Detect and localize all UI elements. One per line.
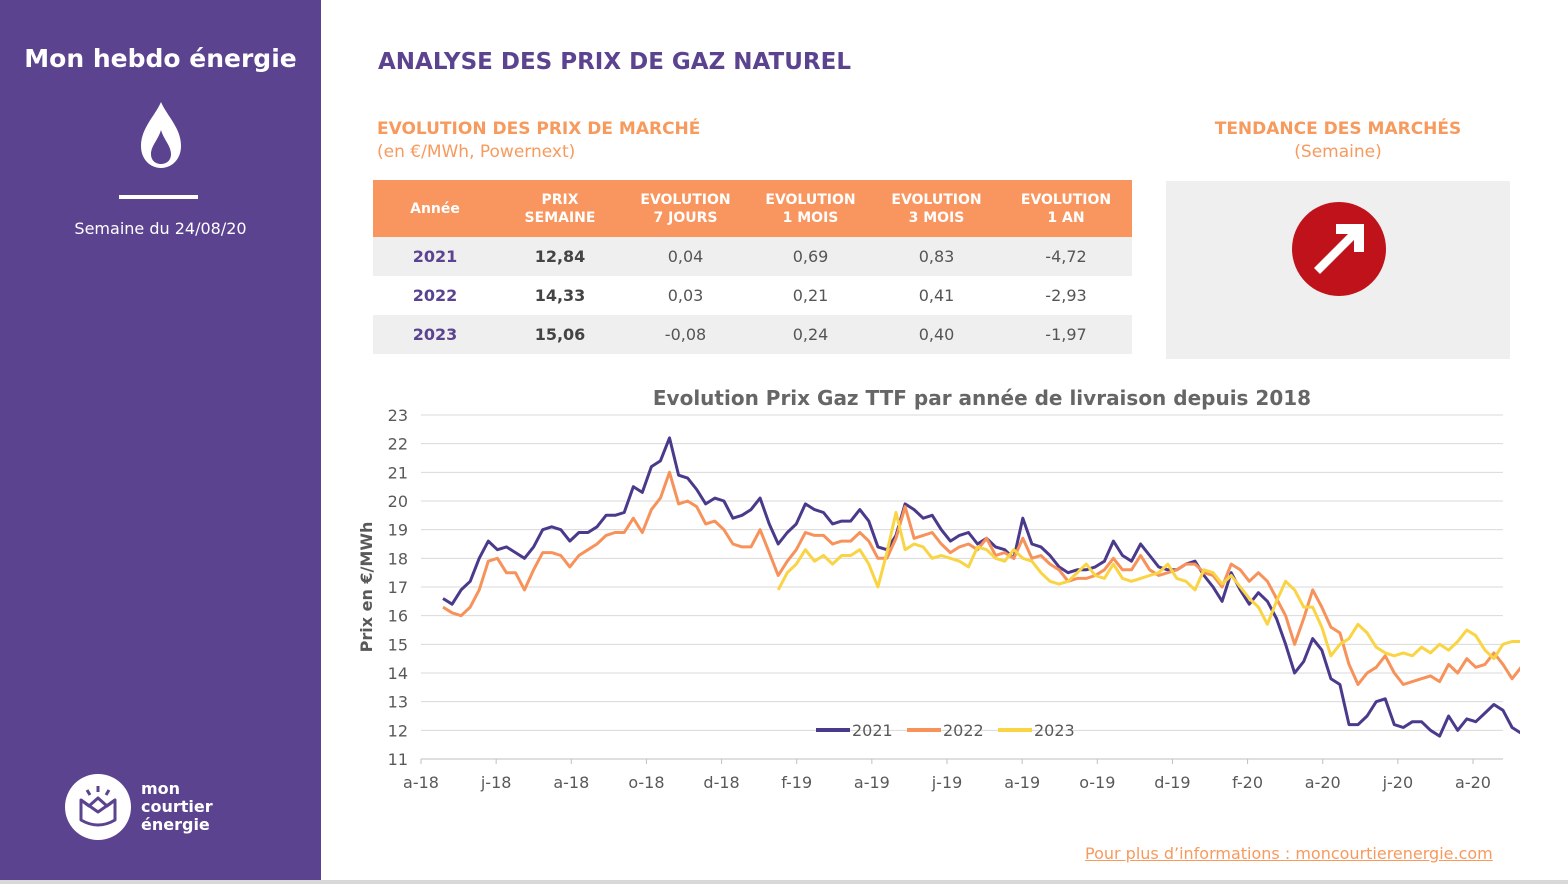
header-3months: EVOLUTION 3 MOIS: [873, 180, 1000, 237]
trend-box: [1166, 181, 1510, 359]
logo-line: énergie: [141, 815, 210, 834]
series-line-2023: [776, 511, 1520, 661]
x-tick-label: d-18: [703, 773, 739, 792]
header-label: SEMAINE: [524, 209, 596, 226]
x-tick-label: f-20: [1232, 773, 1263, 792]
header-label: EVOLUTION: [765, 191, 856, 208]
series-line-2022: [442, 470, 1520, 686]
header-price: PRIX SEMAINE: [497, 180, 623, 237]
header-7days: EVOLUTION 7 JOURS: [623, 180, 748, 237]
week-label: Semaine du 24/08/20: [74, 219, 247, 238]
x-tick-label: a-19: [1004, 773, 1040, 792]
header-label: EVOLUTION: [891, 191, 982, 208]
logo-line: mon: [141, 779, 181, 798]
price-cell: 14,33: [497, 276, 623, 315]
evolution-cell: 0,04: [623, 237, 748, 276]
market-section-title: EVOLUTION DES PRIX DE MARCHÉ: [377, 119, 701, 139]
legend-label: 2021: [852, 721, 893, 740]
flame-icon: [141, 102, 181, 168]
header-label: EVOLUTION: [1020, 191, 1112, 208]
x-tick-label: a-18: [553, 773, 589, 792]
x-tick-label: o-19: [1079, 773, 1115, 792]
table-row: 2022 14,33 0,03 0,21 0,41 -2,93: [373, 276, 1132, 315]
y-tick-label: 13: [388, 693, 408, 712]
y-tick-label: 15: [388, 635, 408, 654]
y-tick-label: 11: [388, 750, 408, 769]
logo-text: mon courtier énergie: [141, 780, 213, 834]
evolution-cell: 0,03: [623, 276, 748, 315]
trend-section-subtitle: (Semaine): [1294, 142, 1382, 162]
evolution-cell: 0,83: [873, 237, 1000, 276]
logo-line: courtier: [141, 797, 213, 816]
y-tick-label: 14: [388, 664, 408, 683]
y-tick-label: 20: [388, 492, 408, 511]
y-tick-label: 17: [388, 578, 408, 597]
legend-label: 2023: [1034, 721, 1075, 740]
header-1year: EVOLUTION 1 AN: [1000, 180, 1132, 237]
y-tick-label: 18: [388, 549, 408, 568]
x-tick-label: a-19: [854, 773, 890, 792]
header-label: 1 MOIS: [782, 209, 839, 226]
x-tick-label: j-19: [931, 773, 963, 792]
price-cell: 15,06: [497, 315, 623, 354]
x-tick-label: d-19: [1154, 773, 1190, 792]
footer-link[interactable]: Pour plus d’informations : moncourtieren…: [1085, 844, 1493, 863]
header-year: Année: [373, 180, 497, 237]
price-chart: Evolution Prix Gaz TTF par année de livr…: [357, 386, 1520, 792]
y-tick-label: 12: [388, 721, 408, 740]
evolution-cell: 0,41: [873, 276, 1000, 315]
x-tick-label: a-20: [1455, 773, 1491, 792]
table-header-row: Année PRIX SEMAINE EVOLUTION 7 JOURS EVOLU…: [373, 180, 1132, 237]
evolution-cell: -1,97: [1000, 315, 1132, 354]
header-label: PRIX: [541, 191, 579, 208]
header-label: Année: [410, 200, 460, 217]
y-tick-label: 22: [388, 435, 408, 454]
table-row: 2023 15,06 -0,08 0,24 0,40 -1,97: [373, 315, 1132, 354]
brand-title: Mon hebdo énergie: [24, 44, 297, 73]
page-title: ANALYSE DES PRIX DE GAZ NATUREL: [378, 49, 851, 75]
market-section-subtitle: (en €/MWh, Powernext): [377, 142, 576, 162]
x-tick-label: a-20: [1305, 773, 1341, 792]
sidebar-divider: [119, 195, 198, 199]
header-label: 1 AN: [1047, 209, 1085, 226]
evolution-cell: 0,69: [748, 237, 873, 276]
evolution-cell: -2,93: [1000, 276, 1132, 315]
x-tick-label: f-19: [781, 773, 812, 792]
evolution-cell: 0,21: [748, 276, 873, 315]
y-tick-label: 23: [388, 406, 408, 425]
y-tick-label: 19: [388, 521, 408, 540]
year-cell: 2022: [373, 276, 497, 315]
evolution-cell: -0,08: [623, 315, 748, 354]
evolution-cell: -4,72: [1000, 237, 1132, 276]
table-row: 2021 12,84 0,04 0,69 0,83 -4,72: [373, 237, 1132, 276]
y-axis-label: Prix en €/MWh: [357, 522, 376, 653]
evolution-cell: 0,40: [873, 315, 1000, 354]
price-table: Année PRIX SEMAINE EVOLUTION 7 JOURS EVOLU…: [373, 180, 1132, 354]
header-label: 3 MOIS: [908, 209, 965, 226]
x-tick-label: o-18: [628, 773, 664, 792]
bottom-rule: [0, 880, 1568, 884]
y-tick-label: 16: [388, 607, 408, 626]
header-label: EVOLUTION: [640, 191, 731, 208]
y-tick-label: 21: [388, 463, 408, 482]
series-line-2021: [442, 436, 1520, 738]
x-tick-label: j-20: [1382, 773, 1414, 792]
chart-title: Evolution Prix Gaz TTF par année de livr…: [653, 386, 1311, 410]
year-cell: 2023: [373, 315, 497, 354]
header-label: 7 JOURS: [653, 209, 718, 226]
header-1month: EVOLUTION 1 MOIS: [748, 180, 873, 237]
x-tick-label: j-18: [480, 773, 512, 792]
logo-icon: [65, 774, 131, 840]
price-cell: 12,84: [497, 237, 623, 276]
x-tick-label: a-18: [403, 773, 439, 792]
arrow-up-right-icon: [1292, 202, 1386, 296]
evolution-cell: 0,24: [748, 315, 873, 354]
legend-label: 2022: [943, 721, 984, 740]
trend-section-title: TENDANCE DES MARCHÉS: [1214, 119, 1462, 139]
year-cell: 2021: [373, 237, 497, 276]
sidebar: Mon hebdo énergie Semaine du 24/08/20 mo…: [0, 0, 321, 884]
